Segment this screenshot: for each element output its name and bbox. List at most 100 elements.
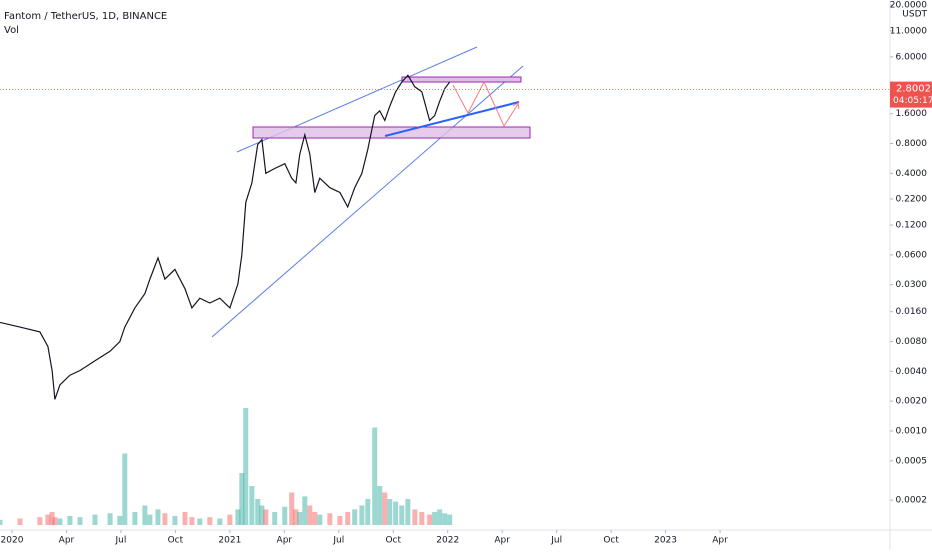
y-tick-label: 0.0010 xyxy=(896,426,928,436)
volume-bar xyxy=(377,486,383,525)
y-tick-label: 0.0160 xyxy=(896,307,928,317)
volume-bar xyxy=(317,514,323,525)
volume-bar xyxy=(235,509,241,525)
x-tick-label: 2023 xyxy=(654,536,677,546)
volume-bar xyxy=(302,496,308,525)
volume-bar xyxy=(432,512,438,525)
volume-bar xyxy=(419,512,425,525)
support-zone xyxy=(252,126,531,139)
projection-path xyxy=(452,80,519,128)
volume-bar xyxy=(162,513,168,525)
volume-bar xyxy=(37,517,43,525)
x-tick-label: Oct xyxy=(168,536,184,546)
y-tick-label: 1.6000 xyxy=(896,109,928,119)
x-tick-label: Jul xyxy=(332,536,344,546)
volume-bar xyxy=(307,505,313,525)
volume-bar xyxy=(372,427,378,525)
volume-bar xyxy=(259,505,265,525)
last-price-label: 2.8002 xyxy=(896,84,931,95)
volume-bar xyxy=(243,408,249,525)
x-tick-label: 2022 xyxy=(436,536,459,546)
volume-bar xyxy=(412,509,418,525)
volume-bar xyxy=(67,515,73,525)
volume-bar xyxy=(239,473,245,525)
volume-bar xyxy=(337,515,343,525)
x-tick-label: Apr xyxy=(59,536,75,546)
volume-bar xyxy=(359,505,365,525)
x-tick-label: Oct xyxy=(603,536,619,546)
y-tick-label: 0.0020 xyxy=(896,397,928,407)
volume-bar xyxy=(17,518,23,525)
y-tick-label: 11.0000 xyxy=(890,26,927,36)
volume-bar xyxy=(0,519,3,525)
volume-bar xyxy=(147,514,153,525)
x-tick-label: Jul xyxy=(550,536,562,546)
x-tick-label: Apr xyxy=(494,536,510,546)
volume-bar xyxy=(365,499,371,525)
volume-bar xyxy=(217,518,223,525)
volume-layer xyxy=(0,408,453,525)
price-line xyxy=(0,74,451,400)
countdown-label: 04:05:17 xyxy=(893,96,932,106)
x-tick-label: Oct xyxy=(385,536,401,546)
volume-bar xyxy=(442,513,448,525)
volume-bar xyxy=(263,509,269,525)
y-tick-label: 0.8000 xyxy=(896,139,928,149)
volume-bar xyxy=(45,514,51,525)
y-tick-label: 6.0000 xyxy=(896,52,928,62)
volume-bar xyxy=(387,499,393,525)
volume-bar xyxy=(352,509,358,525)
x-tick-label: Apr xyxy=(712,536,728,546)
x-tick-label: Jul xyxy=(114,536,126,546)
volume-bar xyxy=(122,453,128,525)
volume-bar xyxy=(92,514,98,525)
volume-bar xyxy=(427,514,433,525)
plot-layer xyxy=(0,74,451,400)
volume-bar xyxy=(327,513,333,525)
volume-bar xyxy=(197,518,203,525)
trend-line xyxy=(384,101,520,137)
y-tick-label: 0.1200 xyxy=(896,221,928,231)
resistance-zone xyxy=(401,76,522,83)
volume-bar xyxy=(272,512,278,525)
volume-bar xyxy=(297,512,303,525)
volume-bar xyxy=(57,518,63,525)
volume-bar xyxy=(142,505,148,525)
y-tick-label: 0.0300 xyxy=(896,280,928,290)
volume-bar xyxy=(132,512,138,525)
y-tick-label: 0.0040 xyxy=(896,367,928,377)
y-tick-label: 0.0005 xyxy=(896,456,928,466)
y-tick-label: 20.0000 xyxy=(890,1,927,11)
volume-bar xyxy=(382,492,388,525)
y-tick-label: 0.2200 xyxy=(896,195,928,205)
x-tick-label: Apr xyxy=(277,536,293,546)
volume-bar xyxy=(255,499,261,525)
projection-arrow xyxy=(512,102,520,110)
volume-label: Vol xyxy=(4,25,19,36)
volume-bar xyxy=(393,501,399,525)
volume-bar xyxy=(345,512,351,525)
volume-bar xyxy=(289,492,295,525)
y-tick-label: 0.0080 xyxy=(896,337,928,347)
x-tick-label: 2020 xyxy=(1,536,24,546)
y-tick-label: 0.0600 xyxy=(896,250,928,260)
volume-bar xyxy=(172,515,178,525)
volume-bar xyxy=(52,517,58,525)
volume-bar xyxy=(249,486,255,525)
volume-bar xyxy=(405,499,411,525)
volume-bar xyxy=(182,512,188,525)
volume-bar xyxy=(77,517,83,525)
volume-bar xyxy=(49,512,55,525)
volume-bar xyxy=(155,509,161,525)
volume-bar xyxy=(437,509,443,525)
y-axis-label: USDT xyxy=(902,10,927,20)
y-tick-label: 0.4000 xyxy=(896,169,928,179)
x-tick-label: 2021 xyxy=(218,536,241,546)
volume-bar xyxy=(312,512,318,525)
volume-bar xyxy=(189,517,195,525)
y-tick-label: 0.0002 xyxy=(896,496,928,506)
volume-bar xyxy=(207,517,213,525)
volume-bar xyxy=(293,509,299,525)
